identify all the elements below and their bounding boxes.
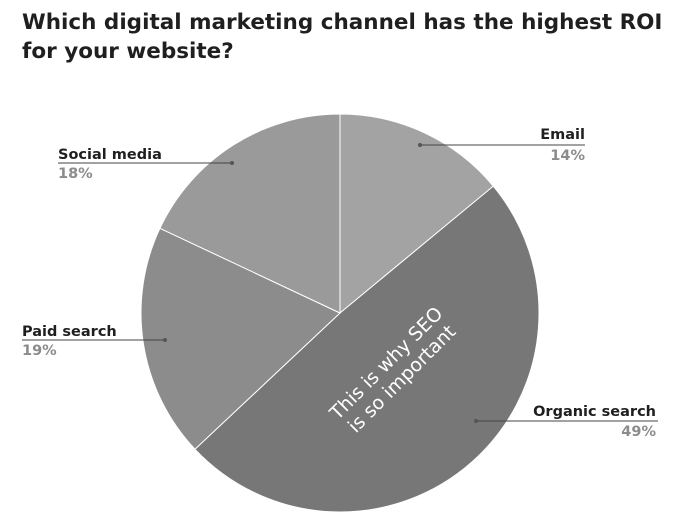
organic-search-leader-dot bbox=[474, 419, 478, 423]
pie-slice-paid-search bbox=[140, 227, 341, 450]
percent-social-media: 18% bbox=[58, 166, 93, 182]
percent-email: 14% bbox=[550, 148, 585, 164]
label-email: Email bbox=[540, 127, 585, 143]
label-social-media: Social media bbox=[58, 147, 162, 163]
pie-slice-organic-search bbox=[194, 185, 540, 513]
label-paid-search: Paid search bbox=[22, 324, 117, 340]
pie-slice-email bbox=[339, 113, 495, 315]
percent-paid-search: 19% bbox=[22, 343, 57, 359]
percent-organic-search: 49% bbox=[621, 424, 656, 440]
paid-search-leader-dot bbox=[163, 338, 167, 342]
pie-slice-social-media bbox=[159, 113, 341, 314]
social-media-leader-dot bbox=[230, 161, 234, 165]
pie-slices bbox=[140, 113, 540, 513]
chart-title: Which digital marketing channel has the … bbox=[22, 10, 663, 64]
leader-lines bbox=[22, 143, 658, 423]
email-leader-dot bbox=[418, 143, 422, 147]
label-organic-search: Organic search bbox=[533, 404, 656, 420]
